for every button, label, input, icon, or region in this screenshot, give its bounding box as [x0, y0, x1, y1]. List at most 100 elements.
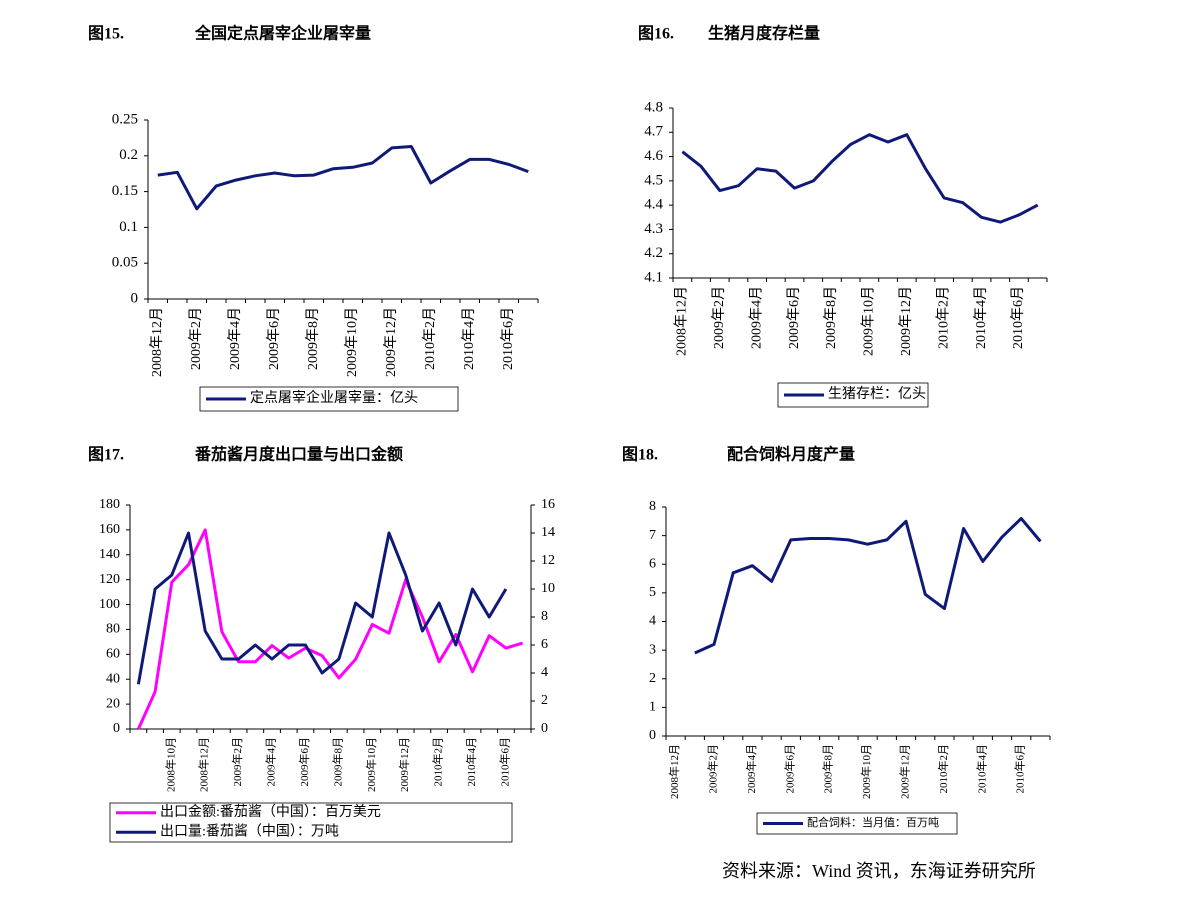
x-tick-label: 2009年4月: [748, 286, 764, 349]
x-tick-label: 2010年4月: [464, 737, 478, 787]
y-tick-label: 0.25: [112, 111, 138, 127]
y2-tick-label: 16: [541, 497, 555, 512]
x-tick-label: 2009年10月: [861, 286, 877, 356]
legend-box: [109, 802, 513, 843]
y-tick-label: 0.2: [119, 147, 138, 163]
figure-label: 图16.: [638, 25, 674, 43]
x-tick-label: 2008年12月: [149, 307, 165, 377]
y2-tick-label: 6: [541, 637, 548, 652]
x-tick-label: 2009年10月: [344, 307, 360, 377]
y-tick-label: 3: [649, 642, 656, 657]
x-tick-label: 2009年8月: [330, 737, 344, 787]
y2-tick-label: 14: [541, 525, 555, 540]
y-tick-label: 1: [649, 700, 656, 715]
y-tick-label: 20: [106, 696, 120, 711]
y-tick-label: 4.8: [644, 99, 663, 115]
x-tick-label: 2009年8月: [821, 744, 835, 794]
series-line: [136, 531, 508, 685]
legend-label: 配合饲料：当月值：百万吨: [807, 815, 939, 829]
y-tick-label: 140: [99, 547, 120, 562]
y2-tick-label: 10: [541, 581, 555, 596]
y-tick-label: 40: [106, 671, 120, 686]
y-tick-label: 0.05: [112, 255, 138, 271]
x-tick-label: 2009年12月: [397, 737, 411, 792]
x-tick-label: 2010年4月: [461, 307, 477, 370]
x-tick-label: 2009年10月: [859, 744, 873, 799]
y-tick-label: 4.5: [644, 172, 663, 188]
y2-tick-label: 8: [541, 609, 548, 624]
x-tick-label: 2009年4月: [227, 307, 243, 370]
y-tick-label: 60: [106, 647, 120, 662]
x-tick-label: 2009年12月: [898, 286, 914, 356]
legend-label: 出口金额:番茄酱（中国）：百万美元: [160, 803, 381, 820]
x-tick-label: 2010年4月: [974, 744, 988, 794]
x-tick-label: 2009年10月: [364, 737, 378, 792]
series-line: [157, 145, 529, 211]
x-tick-label: 2008年12月: [667, 744, 681, 799]
y-tick-label: 4.4: [644, 197, 663, 213]
x-tick-label: 2009年6月: [266, 307, 282, 370]
y2-tick-label: 12: [541, 553, 555, 568]
x-tick-label: 2010年6月: [1010, 286, 1026, 349]
x-tick-label: 2009年12月: [898, 744, 912, 799]
y-tick-label: 0: [131, 290, 139, 306]
x-tick-label: 2010年6月: [500, 307, 516, 370]
y-tick-label: 7: [649, 528, 656, 543]
y-tick-label: 4.7: [644, 124, 663, 140]
x-tick-label: 2010年2月: [936, 744, 950, 794]
legend-label: 生猪存栏：亿头: [828, 386, 926, 402]
y-tick-label: 0: [649, 728, 656, 743]
figure-label: 图18.: [622, 446, 658, 464]
chart-title: 全国定点屠宰企业屠宰量: [194, 24, 371, 43]
series-line: [694, 517, 1042, 655]
legend-label: 出口量:番茄酱（中国）：万吨: [160, 822, 339, 839]
series-line: [681, 133, 1039, 224]
x-tick-label: 2009年4月: [744, 744, 758, 794]
x-tick-label: 2009年4月: [264, 737, 278, 787]
y2-tick-label: 0: [541, 721, 548, 736]
x-tick-label: 2009年12月: [383, 307, 399, 377]
x-tick-label: 2009年8月: [823, 286, 839, 349]
y-tick-label: 120: [99, 572, 120, 587]
chart-title: 配合饲料月度产量: [727, 445, 855, 464]
legend-label: 定点屠宰企业屠宰量：亿头: [250, 389, 418, 406]
y2-tick-label: 4: [541, 665, 548, 680]
x-tick-label: 2010年2月: [935, 286, 951, 349]
chart-title: 番茄酱月度出口量与出口金额: [194, 445, 403, 464]
y-tick-label: 8: [649, 499, 656, 514]
y-tick-label: 4.3: [644, 221, 663, 237]
x-tick-label: 2009年2月: [230, 737, 244, 787]
x-tick-label: 2008年10月: [163, 737, 177, 792]
x-tick-label: 2010年6月: [497, 737, 511, 787]
x-tick-label: 2009年2月: [188, 307, 204, 370]
y-tick-label: 4.6: [644, 148, 663, 164]
legend-box: [756, 812, 958, 835]
source-note: 资料来源：Wind 资讯，东海证券研究所: [722, 861, 1036, 881]
x-tick-label: 2010年2月: [431, 737, 445, 787]
x-tick-label: 2008年12月: [674, 286, 690, 356]
x-tick-label: 2009年2月: [706, 744, 720, 794]
chart-title: 生猪月度存栏量: [708, 24, 820, 43]
y-tick-label: 0: [113, 721, 120, 736]
y-tick-label: 4.2: [644, 245, 663, 261]
y-tick-label: 0.1: [119, 219, 138, 235]
figure-label: 图15.: [88, 25, 124, 43]
x-tick-label: 2009年6月: [297, 737, 311, 787]
y2-tick-label: 2: [541, 693, 548, 708]
x-tick-label: 2010年4月: [973, 286, 989, 349]
y-tick-label: 5: [649, 585, 656, 600]
y-tick-label: 4.1: [644, 269, 663, 285]
x-tick-label: 2009年6月: [786, 286, 802, 349]
y-tick-label: 80: [106, 622, 120, 637]
x-tick-label: 2010年6月: [1013, 744, 1027, 794]
y-tick-label: 160: [99, 522, 120, 537]
y-tick-label: 6: [649, 556, 656, 571]
x-tick-label: 2010年2月: [422, 307, 438, 370]
y-tick-label: 4: [649, 614, 656, 629]
x-tick-label: 2009年2月: [711, 286, 727, 349]
x-tick-label: 2009年8月: [305, 307, 321, 370]
y-tick-label: 0.15: [112, 183, 138, 199]
series-line: [137, 528, 524, 730]
y-tick-label: 2: [649, 671, 656, 686]
